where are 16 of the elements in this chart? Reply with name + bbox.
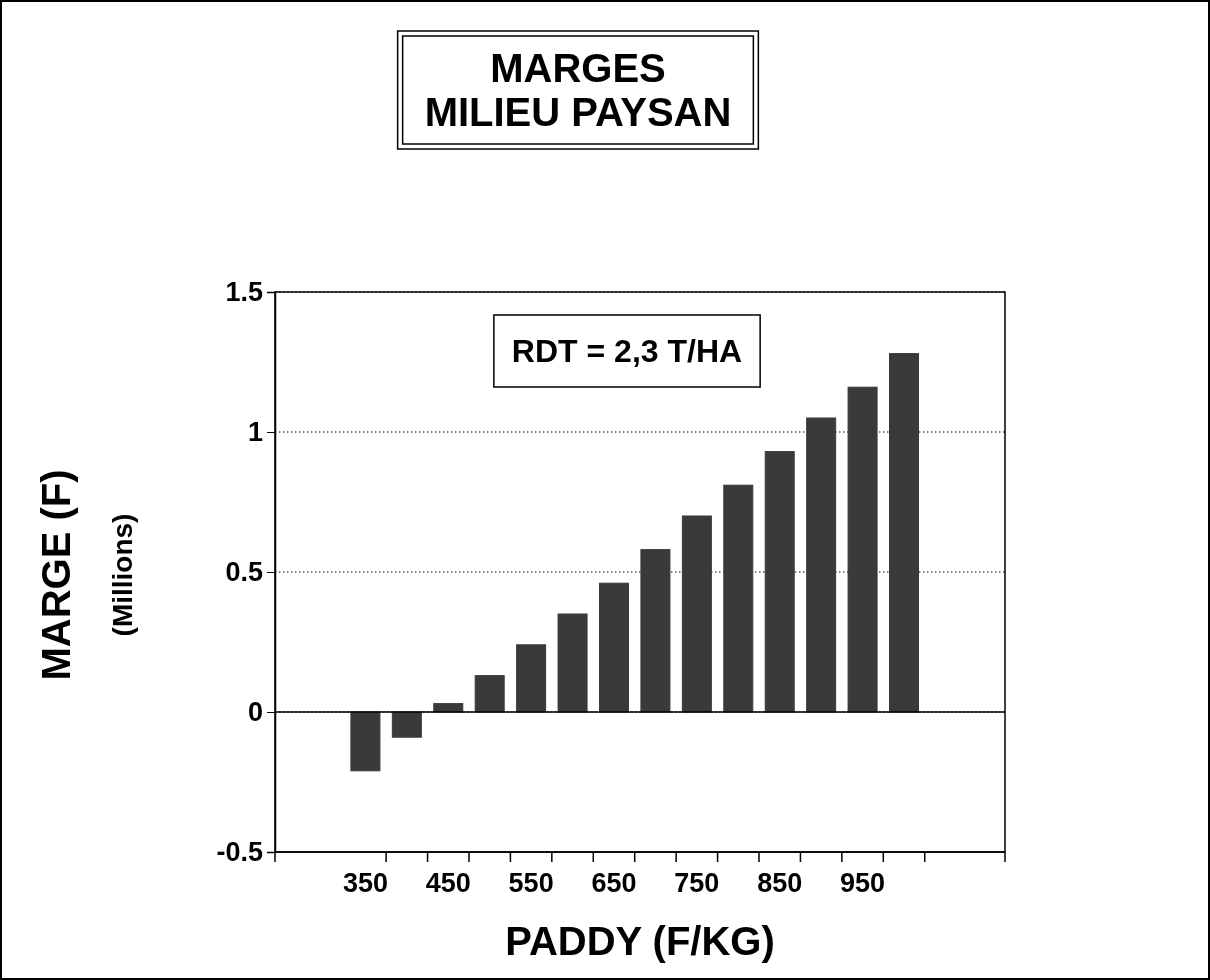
y-tick-label: 0 xyxy=(247,697,263,728)
annotation: RDT = 2,3 T/HA xyxy=(511,333,743,369)
chart-title: MARGES MILIEU PAYSAN xyxy=(424,46,732,134)
y-tick-label: -0.5 xyxy=(216,837,263,868)
y-tick-label: 1.5 xyxy=(225,277,263,308)
x-tick-label: 650 xyxy=(591,868,637,898)
x-tick-label: 450 xyxy=(425,868,471,898)
x-tick-label: 950 xyxy=(840,868,886,898)
x-tick-label: 850 xyxy=(757,868,803,898)
y-tick-label: 1 xyxy=(247,417,263,448)
y-axis-title: MARGE (F) (Millions) xyxy=(34,469,138,681)
x-axis-title: PADDY (F/KG) xyxy=(505,919,775,963)
x-tick-label: 750 xyxy=(674,868,720,898)
y-tick-label: 0.5 xyxy=(225,557,263,588)
x-tick-label: 350 xyxy=(342,868,388,898)
x-tick-label: 550 xyxy=(508,868,554,898)
